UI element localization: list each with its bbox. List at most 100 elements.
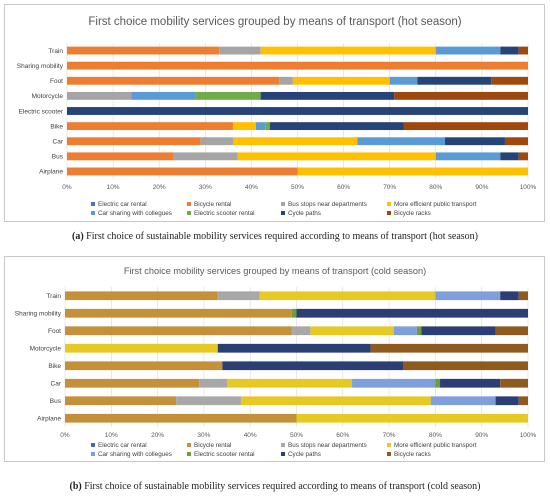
bar-segment-foot-bus-stops-near-departments bbox=[279, 76, 293, 85]
bar-segment-bus-cycle-paths bbox=[495, 396, 519, 406]
legend-entry-bus-stops-near-departments: Bus stops near departments bbox=[288, 201, 367, 208]
legend-entry-more-efficient-public-transport: More efficient public transport bbox=[394, 442, 477, 449]
bar-segment-train-bicycle-racks bbox=[518, 46, 528, 55]
x-tick-label: 60% bbox=[336, 432, 349, 439]
caption-hot-season: (a) First choice of sustainable mobility… bbox=[0, 231, 550, 242]
bar-segment-train-car-sharing-with-collegues bbox=[435, 46, 501, 55]
bar-segment-train-bicycle-racks bbox=[518, 291, 528, 301]
bar-segment-car-bicycle-rental bbox=[65, 378, 200, 388]
x-tick-label: 80% bbox=[429, 432, 442, 439]
bar-segment-car-bicycle-rental bbox=[67, 137, 201, 146]
bar-segment-bike-bicycle-racks bbox=[403, 122, 528, 131]
bar-segment-car-more-efficient-public-transport bbox=[227, 378, 353, 388]
bar-segment-bike-bicycle-rental bbox=[67, 122, 233, 131]
bar-segment-foot-car-sharing-with-collegues bbox=[389, 76, 418, 85]
bar-segment-motorcycle-cycle-paths bbox=[217, 343, 371, 353]
legend-swatch-bicycle-rental bbox=[187, 443, 191, 447]
caption-text: First choice of sustainable mobility ser… bbox=[83, 231, 478, 242]
legend-swatch-electric-scooter-rental bbox=[187, 452, 191, 456]
bar-segment-motorcycle-cycle-paths bbox=[260, 91, 395, 100]
bar-segment-bike-more-efficient-public-transport bbox=[232, 122, 257, 131]
legend-entry-cycle-paths: Cycle paths bbox=[288, 210, 321, 217]
caption-cold-season: (b) First choice of sustainable mobility… bbox=[0, 481, 550, 492]
bar-segment-bus-bicycle-racks bbox=[518, 396, 528, 406]
bar-segment-airplane-bicycle-rental bbox=[65, 413, 297, 423]
legend-swatch-electric-scooter-rental bbox=[187, 211, 191, 215]
caption-label: (b) bbox=[69, 481, 82, 492]
bar-segment-train-more-efficient-public-transport bbox=[260, 46, 436, 55]
bar-segment-train-cycle-paths bbox=[500, 46, 519, 55]
bar-segment-motorcycle-bicycle-racks bbox=[370, 343, 528, 353]
x-tick-label: 20% bbox=[151, 432, 164, 439]
bar-segment-bus-bus-stops-near-departments bbox=[173, 152, 238, 161]
legend-entry-electric-car-rental: Electric car rental bbox=[98, 442, 147, 449]
chart-hot-season: First choice mobility services grouped b… bbox=[17, 16, 537, 217]
bar-segment-sharing-mobility-bicycle-rental bbox=[67, 61, 528, 70]
category-label-bus: Bus bbox=[50, 398, 62, 405]
legend-entry-car-sharing-with-collegues: Car sharing with collegues bbox=[98, 210, 172, 217]
legend-swatch-car-sharing-with-collegues bbox=[91, 452, 95, 456]
bar-segment-motorcycle-bus-stops-near-departments bbox=[67, 91, 132, 100]
bar-segment-foot-cycle-paths bbox=[417, 76, 492, 85]
bar-segment-bus-car-sharing-with-collegues bbox=[430, 396, 496, 406]
bar-segment-bike-electric-scooter-rental bbox=[265, 122, 270, 131]
legend-swatch-bicycle-racks bbox=[387, 211, 391, 215]
x-tick-label: 90% bbox=[475, 184, 488, 191]
bar-segment-car-more-efficient-public-transport bbox=[232, 137, 358, 146]
x-tick-label: 30% bbox=[197, 432, 210, 439]
bar-segment-bike-bicycle-rental bbox=[65, 361, 223, 371]
category-label-airplane: Airplane bbox=[37, 416, 61, 423]
bar-segment-train-bus-stops-near-departments bbox=[217, 291, 260, 301]
bar-segment-bus-bicycle-racks bbox=[518, 152, 528, 161]
legend-swatch-cycle-paths bbox=[281, 452, 285, 456]
bar-segment-foot-more-efficient-public-transport bbox=[310, 326, 394, 336]
bar-segment-airplane-bicycle-rental bbox=[67, 167, 298, 176]
bar-segment-foot-electric-scooter-rental bbox=[416, 326, 422, 336]
legend-swatch-more-efficient-public-transport bbox=[387, 443, 391, 447]
chart-cold-season: First choice mobility services grouped b… bbox=[15, 266, 537, 458]
legend-swatch-bus-stops-near-departments bbox=[281, 202, 285, 206]
x-tick-label: 70% bbox=[383, 432, 396, 439]
bar-segment-bus-more-efficient-public-transport bbox=[240, 396, 431, 406]
bar-segment-car-bicycle-racks bbox=[500, 378, 528, 388]
bar-segment-train-more-efficient-public-transport bbox=[259, 291, 436, 301]
bar-segment-foot-cycle-paths bbox=[421, 326, 496, 336]
bar-segment-train-bicycle-rental bbox=[65, 291, 218, 301]
legend-swatch-bus-stops-near-departments bbox=[281, 443, 285, 447]
legend-entry-car-sharing-with-collegues: Car sharing with collegues bbox=[98, 451, 172, 458]
bar-segment-bus-cycle-paths bbox=[500, 152, 519, 161]
bar-segment-foot-bicycle-racks bbox=[491, 76, 528, 85]
x-tick-label: 60% bbox=[337, 184, 350, 191]
x-tick-label: 100% bbox=[520, 432, 537, 439]
bar-segment-motorcycle-electric-scooter-rental bbox=[196, 91, 261, 100]
bar-segment-sharing-mobility-electric-scooter-rental bbox=[291, 308, 297, 318]
caption-text: First choice of sustainable mobility ser… bbox=[81, 481, 481, 492]
category-label-motorcycle: Motorcycle bbox=[30, 346, 62, 353]
x-tick-label: 80% bbox=[429, 184, 442, 191]
bar-segment-bus-bus-stops-near-departments bbox=[176, 396, 241, 406]
legend-swatch-cycle-paths bbox=[281, 211, 285, 215]
legend-entry-electric-scooter-rental: Electric scooter rental bbox=[194, 451, 255, 458]
bar-segment-foot-bus-stops-near-departments bbox=[291, 326, 311, 336]
caption-label: (a) bbox=[71, 231, 84, 242]
bar-segment-sharing-mobility-cycle-paths bbox=[296, 308, 528, 318]
legend-entry-electric-car-rental: Electric car rental bbox=[98, 201, 147, 208]
x-tick-label: 40% bbox=[244, 432, 257, 439]
bar-segment-car-electric-scooter-rental bbox=[435, 378, 441, 388]
bar-segment-car-cycle-paths bbox=[440, 378, 501, 388]
bar-segment-train-bicycle-rental bbox=[67, 46, 220, 55]
legend-swatch-electric-car-rental bbox=[91, 202, 95, 206]
x-tick-label: 20% bbox=[153, 184, 166, 191]
bar-segment-foot-bicycle-rental bbox=[67, 76, 280, 85]
bar-segment-car-bus-stops-near-departments bbox=[200, 137, 233, 146]
bar-segment-foot-more-efficient-public-transport bbox=[292, 76, 390, 85]
bar-segment-bus-bicycle-rental bbox=[65, 396, 177, 406]
chart-panel-hot-season: First choice mobility services grouped b… bbox=[4, 4, 545, 222]
legend-entry-electric-scooter-rental: Electric scooter rental bbox=[194, 210, 255, 217]
bar-segment-sharing-mobility-bicycle-rental bbox=[65, 308, 292, 318]
legend-swatch-car-sharing-with-collegues bbox=[91, 211, 95, 215]
category-label-motorcycle: Motorcycle bbox=[32, 93, 64, 100]
x-tick-label: 70% bbox=[383, 184, 396, 191]
bar-segment-bike-cycle-paths bbox=[222, 361, 403, 371]
category-label-foot: Foot bbox=[48, 328, 61, 335]
